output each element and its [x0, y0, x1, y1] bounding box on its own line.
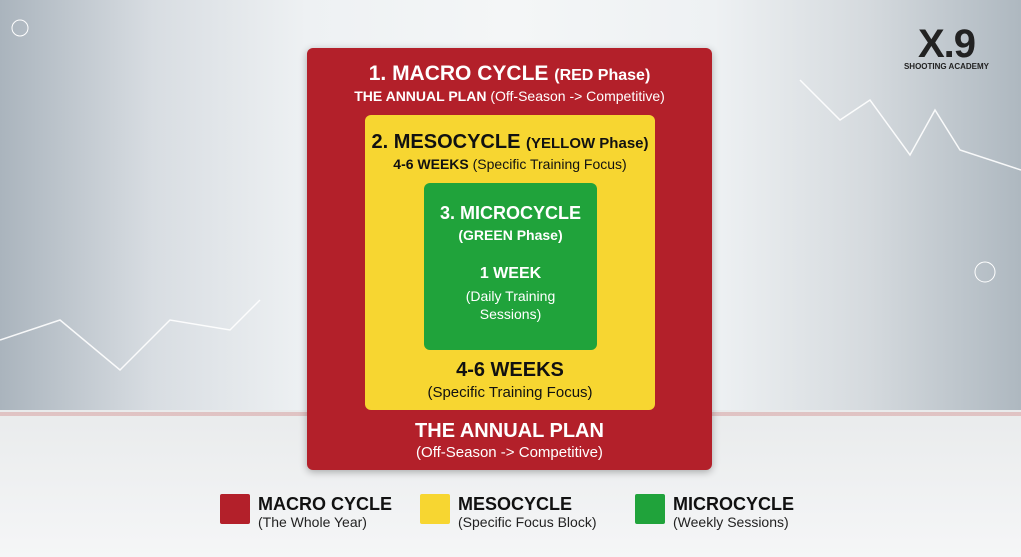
mesocycle-box: 2. MESOCYCLE (YELLOW Phase) 4-6 WEEKS (S…	[365, 115, 655, 410]
legend-desc: (The Whole Year)	[258, 514, 367, 530]
macro-bottom-title: THE ANNUAL PLAN	[415, 420, 604, 442]
legend-swatch-green	[635, 494, 665, 524]
macro-title: 1. MACRO CYCLE	[368, 62, 549, 85]
meso-bottom-title: 4-6 WEEKS	[456, 359, 564, 381]
legend-desc: (Weekly Sessions)	[673, 514, 789, 530]
micro-subtitle-line2: Sessions)	[479, 306, 542, 322]
legend-macro: MACRO CYCLE (The Whole Year)	[220, 494, 392, 530]
macro-phase: (RED Phase)	[554, 67, 651, 84]
legend-swatch-red	[220, 494, 250, 524]
micro-subtitle-line1: (Daily Training	[465, 288, 556, 304]
legend-micro: MICROCYCLE (Weekly Sessions)	[635, 494, 794, 530]
logo-mark: X.9	[917, 22, 976, 66]
meso-phase: (YELLOW Phase)	[525, 135, 649, 152]
macro-subtitle: THE ANNUAL PLAN	[354, 88, 487, 104]
legend-label: MICROCYCLE	[673, 494, 794, 514]
legend-desc: (Specific Focus Block)	[458, 514, 597, 530]
legend-label: MACRO CYCLE	[258, 494, 392, 514]
logo-subtitle: SHOOTING ACADEMY	[903, 62, 989, 71]
meso-title: 2. MESOCYCLE	[371, 131, 521, 153]
meso-subtitle: 4-6 WEEKS	[393, 156, 469, 172]
legend-label: MESOCYCLE	[458, 494, 573, 514]
macro-subtitle-detail: (Off-Season -> Competitive)	[490, 88, 665, 104]
logo: X.9 SHOOTING ACADEMY	[903, 22, 989, 71]
micro-phase: (GREEN Phase)	[458, 227, 563, 243]
micro-title: 3. MICROCYCLE	[439, 203, 581, 223]
meso-subtitle-detail: (Specific Training Focus)	[472, 156, 627, 172]
macro-bottom-subtitle: (Off-Season -> Competitive)	[416, 444, 603, 461]
microcycle-box: 3. MICROCYCLE (GREEN Phase) 1 WEEK (Dail…	[424, 183, 597, 350]
legend-meso: MESOCYCLE (Specific Focus Block)	[420, 494, 596, 530]
micro-duration: 1 WEEK	[479, 265, 542, 282]
meso-bottom-subtitle: (Specific Training Focus)	[427, 384, 593, 401]
legend-swatch-yellow	[420, 494, 450, 524]
